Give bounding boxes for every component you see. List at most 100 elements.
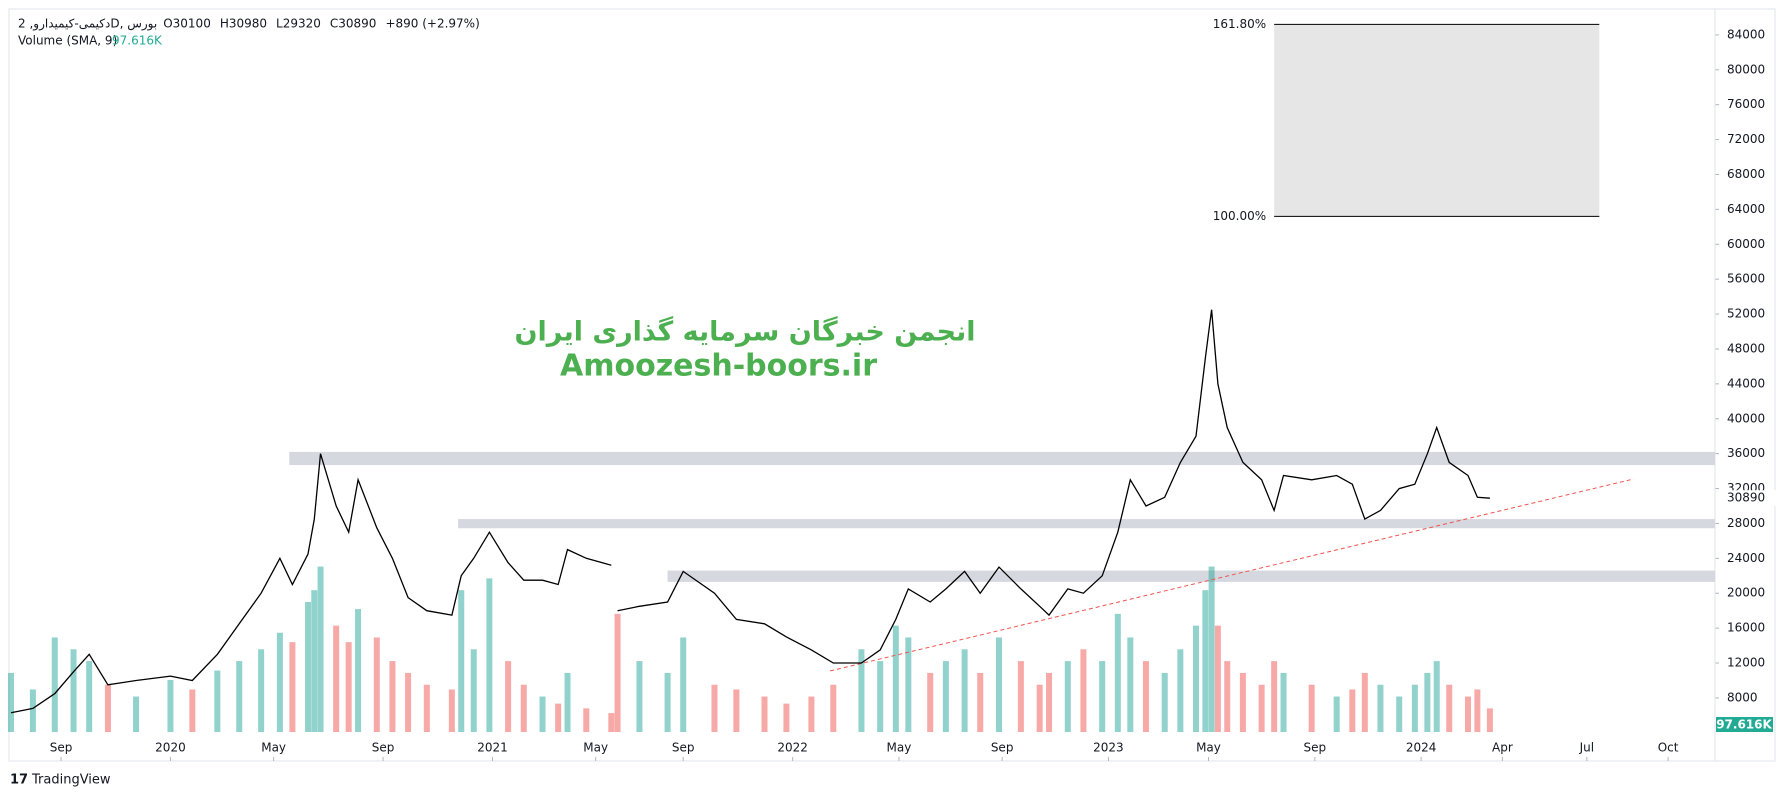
volume-sma-label: 97.616K [1716, 718, 1772, 732]
zone [458, 519, 1715, 529]
x-tick-label: Sep [991, 741, 1014, 755]
volume-bar [448, 689, 455, 732]
volume-bar [711, 684, 718, 732]
volume-bar [1433, 661, 1440, 732]
volume-bar [1308, 684, 1315, 732]
volume-bar [133, 696, 140, 732]
x-tick-label: Apr [1492, 741, 1513, 755]
volume-bar [680, 637, 687, 732]
y-tick-label: 84000 [1727, 27, 1765, 41]
ohlc-value: H30980 [220, 17, 267, 31]
volume-bar [664, 672, 671, 732]
ohlc: O30100 H30980 L29320 C30890 +890 (+2.97%) [163, 17, 480, 31]
volume-bar [1239, 672, 1246, 732]
trendline [830, 478, 1634, 672]
volume-bar [1377, 684, 1384, 732]
y-tick-label: 20000 [1727, 586, 1765, 600]
x-tick-label: Sep [1303, 741, 1326, 755]
volume-bar [405, 672, 412, 732]
volume-bar [520, 684, 527, 732]
fib-label: 100.00% [1213, 209, 1266, 223]
volume-bar [1474, 689, 1481, 732]
plot: 8000120001600020000240002800032000360004… [8, 9, 1777, 761]
volume-bar [1214, 625, 1221, 732]
volume-bar [636, 661, 643, 732]
volume-bar [996, 637, 1003, 732]
y-tick-label: 72000 [1727, 132, 1765, 146]
y-tick-label: 36000 [1727, 446, 1765, 460]
x-tick-label: 2020 [155, 741, 186, 755]
y-tick-label: 64000 [1727, 202, 1765, 216]
volume-bar [1064, 661, 1071, 732]
volume-bar [258, 649, 265, 732]
volume-bar [539, 696, 546, 732]
volume-bar [858, 649, 865, 732]
chart-frame [8, 8, 1776, 762]
volume-bar [389, 661, 396, 732]
x-tick-label: May [583, 741, 608, 755]
indicator-value: 97.616K [112, 34, 163, 48]
volume-bar [1446, 684, 1453, 732]
x-tick-label: 2021 [477, 741, 508, 755]
zone [667, 570, 1715, 582]
volume-bar [1127, 637, 1134, 732]
volume-bar [1424, 672, 1431, 732]
footer: TradingView [31, 773, 111, 788]
volume-bar [1224, 661, 1231, 732]
x-tick-label: Sep [372, 741, 395, 755]
volume-bar [564, 672, 571, 732]
volume-bar [961, 649, 968, 732]
volume-bar [1464, 696, 1471, 732]
volume-bar [1080, 649, 1087, 732]
volume-bar [1271, 661, 1278, 732]
volume-bar [1396, 696, 1403, 732]
logo: 17 [10, 773, 28, 788]
last-price-bg [1717, 490, 1777, 507]
volume-bar [373, 637, 380, 732]
x-tick-label: Sep [50, 741, 73, 755]
y-tick-label: 52000 [1727, 307, 1765, 321]
y-tick-label: 16000 [1727, 621, 1765, 635]
indicator: Volume (SMA, 9) [18, 34, 117, 48]
volume-bar [1208, 566, 1215, 732]
volume-bar [189, 689, 196, 732]
volume-bar [167, 680, 174, 732]
volume-bar [1099, 661, 1106, 732]
volume-bar [505, 661, 512, 732]
volume-bar [942, 661, 949, 732]
symbol: دکیمی-کیمیدارو, 2D, بورس [18, 17, 157, 32]
y-tick-label: 76000 [1727, 97, 1765, 111]
ohlc-value: +890 (+2.97%) [385, 17, 479, 31]
x-tick-label: Jul [1579, 741, 1594, 755]
volume-bar [830, 684, 837, 732]
volume-bar [104, 684, 111, 732]
volume-sma-badge [1716, 717, 1773, 732]
zone [289, 451, 1716, 465]
volume-bar [486, 578, 493, 732]
volume-bar [1280, 672, 1287, 732]
x-tick-label: May [261, 741, 286, 755]
volume-bar [29, 689, 36, 732]
volume-bar [555, 703, 562, 732]
volume-bar [51, 637, 58, 732]
volume-bar [70, 649, 77, 732]
volume-bar [305, 602, 312, 732]
last-price-label: 30890 [1727, 491, 1765, 505]
y-tick-label: 56000 [1727, 272, 1765, 286]
volume-bar [470, 649, 477, 732]
volume-bar [733, 689, 740, 732]
x-tick-label: Oct [1658, 741, 1679, 755]
volume-bar [1036, 684, 1043, 732]
volume-bar [761, 696, 768, 732]
x-tick-label: 2022 [777, 741, 808, 755]
y-tick-label: 28000 [1727, 516, 1765, 530]
x-tick-label: 2024 [1406, 741, 1437, 755]
y-tick-label: 68000 [1727, 167, 1765, 181]
x-tick-label: May [1196, 741, 1221, 755]
volume-bar [927, 672, 934, 732]
volume-bar [614, 613, 621, 732]
watermark-fa: انجمن خبرگان سرمایه گذاری ایران [514, 316, 975, 348]
y-tick-label: 48000 [1727, 341, 1765, 355]
volume-bar [1349, 689, 1356, 732]
